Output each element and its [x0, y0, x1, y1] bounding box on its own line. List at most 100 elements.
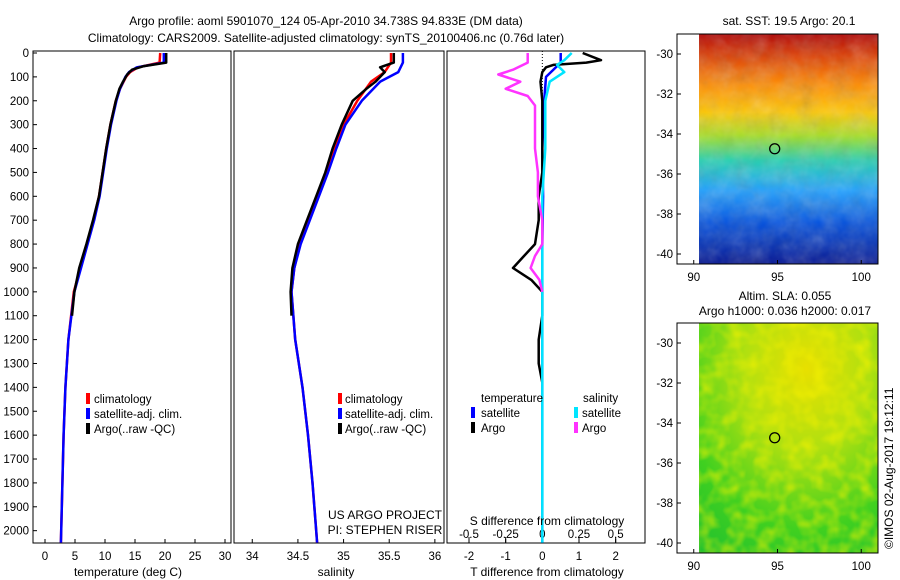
- series-line-argo: [511, 51, 603, 383]
- temperature-legend: climatology satellite-adj. clim. Argo(..…: [86, 393, 182, 436]
- s-tick-label: 0.5: [608, 529, 624, 541]
- sla-map-title: Altim. SLA: 0.055: [739, 289, 832, 303]
- legend-climatology-label: climatology: [345, 394, 403, 406]
- legend-argo-swatch: [86, 423, 90, 434]
- y-tick-label: -32: [656, 89, 673, 101]
- x-tick-label: 20: [159, 551, 172, 563]
- s-tick-label: -0.25: [493, 529, 519, 541]
- x-tick-label: 15: [129, 551, 142, 563]
- legend-s-satellite-label: satellite: [582, 408, 621, 420]
- x-tick-label: 5: [72, 551, 78, 563]
- legend-argo-label: Argo(..raw -QC): [94, 424, 175, 436]
- y-tick-label: 400: [10, 144, 29, 156]
- salinity-legend: climatology satellite-adj. clim. Argo(..…: [338, 393, 433, 436]
- series-line-sal_argo: [497, 53, 544, 293]
- y-tick-label: -32: [656, 378, 673, 390]
- legend-satellite-label: satellite-adj. clim.: [345, 409, 433, 421]
- sla-map: 90 95 100 -30 -32 -34 -36 -38 -40: [656, 322, 879, 573]
- y-tick-label: 1200: [3, 335, 29, 347]
- x-tick-label: -1: [501, 551, 511, 563]
- legend-t-argo-label: Argo: [481, 423, 505, 435]
- y-tick-label: 300: [10, 120, 29, 132]
- s-difference-axis-label: S difference from climatology: [470, 514, 625, 528]
- project-credit: US ARGO PROJECT: [328, 508, 443, 522]
- y-tick-label: 100: [10, 72, 29, 84]
- x-tick-label: 10: [99, 551, 112, 563]
- figure-title-line1: Argo profile: aoml 5901070_124 05-Apr-20…: [129, 14, 523, 28]
- x-tick-label: 100: [852, 561, 871, 573]
- legend-s-argo-swatch: [574, 422, 578, 433]
- y-tick-label: 1900: [3, 502, 29, 514]
- x-tick-label: 35: [337, 551, 350, 563]
- y-tick-label: 0: [23, 48, 29, 60]
- y-tick-label: 1800: [3, 478, 29, 490]
- sst-texture: [699, 34, 878, 264]
- y-tick-label: 900: [10, 263, 29, 275]
- sst-map: 90 95 100 -30 -32 -34 -36 -38 -40: [656, 33, 879, 284]
- x-tick-label: 90: [687, 272, 700, 284]
- x-tick-label: 2: [612, 551, 618, 563]
- y-tick-label: 2000: [3, 526, 29, 538]
- x-tick-label: 30: [219, 551, 232, 563]
- y-tick-label: 800: [10, 239, 29, 251]
- y-tick-label: -30: [656, 338, 673, 350]
- legend-satellite-swatch: [86, 408, 90, 419]
- y-tick-label: 1700: [3, 454, 29, 466]
- x-tick-label: 0: [42, 551, 48, 563]
- legend-s-argo-label: Argo: [582, 423, 606, 435]
- x-tick-label: -2: [464, 551, 474, 563]
- legend-t-satellite-label: satellite: [481, 408, 520, 420]
- legend-t-satellite-swatch: [471, 407, 475, 418]
- figure-title-line2: Climatology: CARS2009. Satellite-adjuste…: [88, 31, 564, 45]
- legend-temperature-title: temperature: [481, 393, 543, 405]
- sla-map-land-gap: [677, 323, 699, 553]
- x-tick-label: 90: [687, 561, 700, 573]
- y-tick-label: -30: [656, 49, 673, 61]
- legend-argo-label: Argo(..raw -QC): [345, 424, 426, 436]
- sla-map-subtitle: Argo h1000: 0.036 h2000: 0.017: [699, 304, 871, 318]
- y-tick-label: -38: [656, 498, 673, 510]
- legend-climatology-swatch: [86, 393, 90, 404]
- y-tick-label: 200: [10, 96, 29, 108]
- y-tick-label: 1400: [3, 382, 29, 394]
- salinity-panel-frame: [233, 50, 445, 544]
- y-tick-label: -36: [656, 169, 673, 181]
- difference-legend: temperature salinity satellite Argo sate…: [471, 393, 621, 435]
- s-tick-label: -0.5: [459, 529, 479, 541]
- y-tick-label: 1100: [4, 311, 29, 323]
- temperature-chart: 0 5 10 15 20 25 300100200300400500600700800900…: [3, 48, 231, 563]
- y-tick-label: 1300: [3, 358, 29, 370]
- x-tick-label: 25: [189, 551, 202, 563]
- y-tick-label: -34: [656, 418, 673, 430]
- series-line-satellite: [59, 53, 166, 543]
- argo-float-marker: [769, 143, 781, 155]
- y-tick-label: 500: [10, 167, 29, 179]
- x-tick-label: 95: [771, 561, 784, 573]
- sla-texture: [699, 323, 878, 553]
- x-tick-label: 0: [539, 551, 545, 563]
- x-tick-label: 34.5: [287, 551, 309, 563]
- y-tick-label: -38: [656, 209, 673, 221]
- legend-salinity-title: salinity: [583, 393, 618, 405]
- imos-credit: ©IMOS 02-Aug-2017 19:12:11: [882, 387, 896, 549]
- pi-credit: PI: STEPHEN RISER: [328, 523, 443, 537]
- s-tick-label: 0.25: [568, 529, 590, 541]
- x-tick-label: 95: [771, 272, 784, 284]
- y-tick-label: 1600: [3, 430, 29, 442]
- series-line-sal_satellite: [541, 52, 573, 543]
- legend-argo-swatch: [338, 423, 342, 434]
- x-tick-label: 100: [852, 272, 871, 284]
- sst-map-title: sat. SST: 19.5 Argo: 20.1: [723, 14, 856, 28]
- y-tick-label: -40: [656, 538, 673, 550]
- x-tick-label: 1: [576, 551, 582, 563]
- legend-s-satellite-swatch: [574, 407, 578, 418]
- legend-t-argo-swatch: [471, 422, 475, 433]
- x-tick-label: 34: [246, 551, 259, 563]
- y-tick-label: -34: [656, 129, 673, 141]
- legend-satellite-label: satellite-adj. clim.: [94, 409, 182, 421]
- series-line-argo: [70, 53, 168, 316]
- series-line-satellite: [290, 53, 405, 543]
- x-tick-label: 36: [428, 551, 441, 563]
